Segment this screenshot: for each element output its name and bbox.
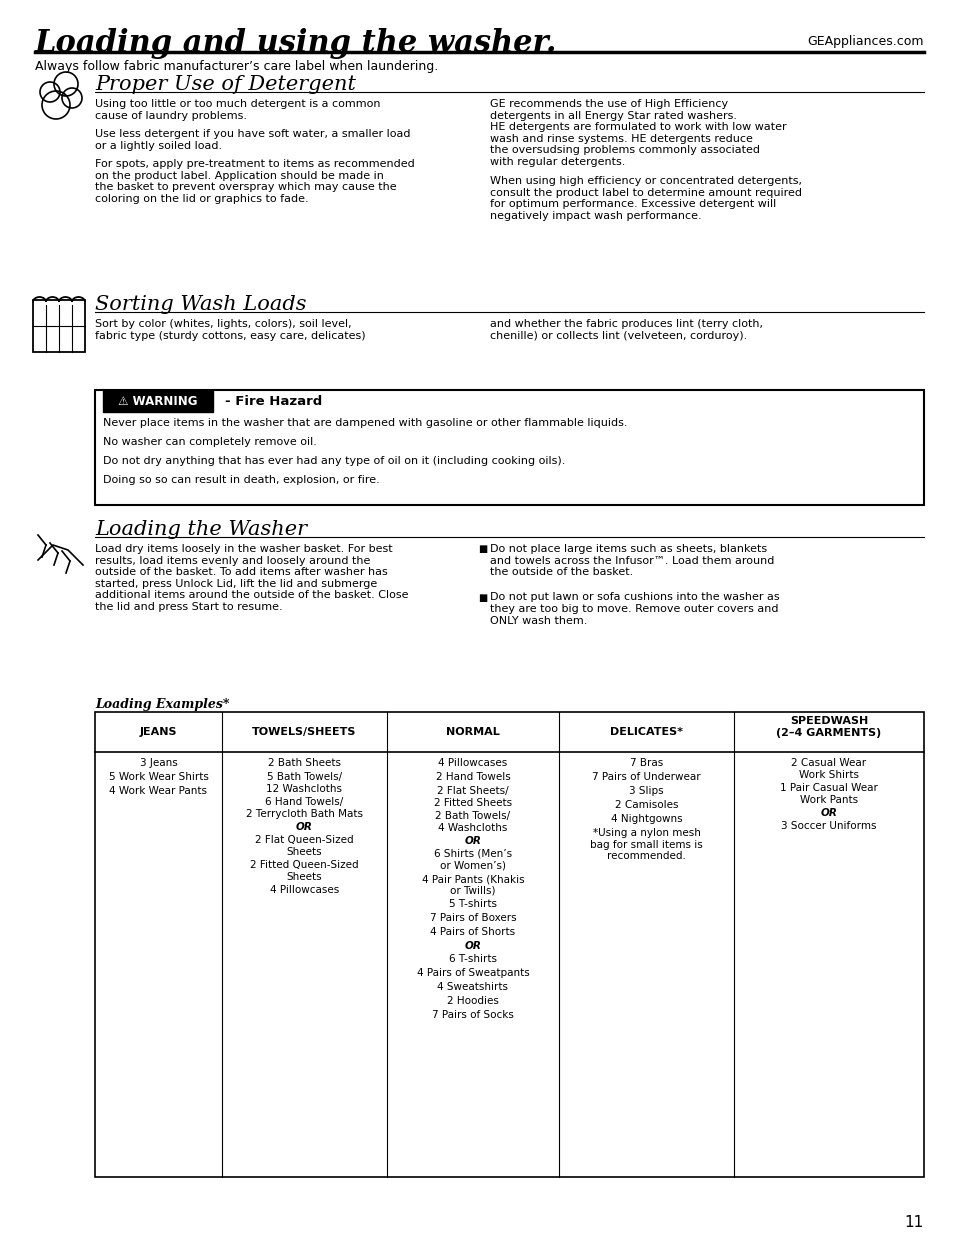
Text: OR: OR: [820, 808, 837, 818]
Text: Loading the Washer: Loading the Washer: [95, 520, 307, 538]
Bar: [95, 713, 923, 1177]
Text: 5 Bath Towels/
12 Washcloths: 5 Bath Towels/ 12 Washcloths: [266, 772, 342, 794]
Text: 7 Pairs of Socks: 7 Pairs of Socks: [432, 1010, 514, 1020]
Bar: [103, 390, 213, 412]
Text: 6 T-shirts: 6 T-shirts: [449, 953, 497, 965]
Text: Proper Use of Detergent: Proper Use of Detergent: [95, 75, 355, 94]
Text: 3 Slips: 3 Slips: [629, 785, 663, 797]
Text: 2 Bath Sheets: 2 Bath Sheets: [268, 758, 340, 768]
Text: 11: 11: [903, 1215, 923, 1230]
Text: 4 Sweatshirts: 4 Sweatshirts: [437, 982, 508, 992]
Text: 4 Nightgowns: 4 Nightgowns: [610, 814, 681, 824]
Text: 2 Casual Wear
Work Shirts: 2 Casual Wear Work Shirts: [791, 758, 865, 779]
Text: 4 Pairs of Shorts: 4 Pairs of Shorts: [430, 927, 515, 937]
Text: 2 Fitted Queen-Sized
Sheets: 2 Fitted Queen-Sized Sheets: [250, 860, 358, 882]
Text: Never place items in the washer that are dampened with gasoline or other flammab: Never place items in the washer that are…: [103, 417, 627, 429]
Text: 7 Pairs of Underwear: 7 Pairs of Underwear: [592, 772, 700, 782]
Text: 6 Shirts (Men’s
or Women’s): 6 Shirts (Men’s or Women’s): [434, 848, 512, 871]
Text: TOWELS/SHEETS: TOWELS/SHEETS: [252, 727, 356, 737]
Text: 2 Flat Queen-Sized
Sheets: 2 Flat Queen-Sized Sheets: [254, 835, 354, 857]
Text: ■: ■: [477, 593, 487, 603]
Bar: [95, 390, 923, 505]
Text: JEANS: JEANS: [139, 727, 177, 737]
Text: 4 Pillowcases: 4 Pillowcases: [270, 885, 338, 895]
Text: Do not place large items such as sheets, blankets
and towels across the Infusor™: Do not place large items such as sheets,…: [490, 543, 774, 577]
Text: 7 Bras: 7 Bras: [629, 758, 662, 768]
Text: 3 Soccer Uniforms: 3 Soccer Uniforms: [781, 821, 876, 831]
Text: SPEEDWASH
(2–4 GARMENTS): SPEEDWASH (2–4 GARMENTS): [776, 716, 881, 737]
Text: GE recommends the use of High Efficiency
detergents in all Energy Star rated was: GE recommends the use of High Efficiency…: [490, 99, 786, 167]
Text: Always follow fabric manufacturer’s care label when laundering.: Always follow fabric manufacturer’s care…: [35, 61, 437, 73]
Text: and whether the fabric produces lint (terry cloth,
chenille) or collects lint (v: and whether the fabric produces lint (te…: [490, 319, 762, 341]
Text: 5 Work Wear Shirts: 5 Work Wear Shirts: [109, 772, 208, 782]
Text: When using high efficiency or concentrated detergents,
consult the product label: When using high efficiency or concentrat…: [490, 177, 801, 221]
Text: 4 Pair Pants (Khakis
or Twills): 4 Pair Pants (Khakis or Twills): [421, 874, 524, 895]
Text: 4 Pillowcases: 4 Pillowcases: [438, 758, 507, 768]
Text: NORMAL: NORMAL: [446, 727, 499, 737]
Text: 2 Camisoles: 2 Camisoles: [614, 800, 678, 810]
Text: *Using a nylon mesh
bag for small items is
recommended.: *Using a nylon mesh bag for small items …: [590, 827, 702, 861]
Text: 4 Pairs of Sweatpants: 4 Pairs of Sweatpants: [416, 968, 529, 978]
Text: OR: OR: [464, 836, 481, 846]
Text: 7 Pairs of Boxers: 7 Pairs of Boxers: [429, 913, 516, 923]
Text: 2 Bath Towels/
4 Washcloths: 2 Bath Towels/ 4 Washcloths: [435, 811, 510, 832]
Text: Loading Examples*: Loading Examples*: [95, 698, 229, 711]
Text: Load dry items loosely in the washer basket. For best
results, load items evenly: Load dry items loosely in the washer bas…: [95, 543, 408, 613]
Text: GEAppliances.com: GEAppliances.com: [806, 35, 923, 48]
Text: 1 Pair Casual Wear
Work Pants: 1 Pair Casual Wear Work Pants: [780, 783, 877, 804]
Text: Do not put lawn or sofa cushions into the washer as
they are too big to move. Re: Do not put lawn or sofa cushions into th…: [490, 593, 779, 626]
Text: Sorting Wash Loads: Sorting Wash Loads: [95, 295, 306, 314]
Text: 2 Flat Sheets/
2 Fitted Sheets: 2 Flat Sheets/ 2 Fitted Sheets: [434, 785, 512, 808]
Bar: [33, 300, 85, 352]
Text: Using too little or too much detergent is a common
cause of laundry problems.: Using too little or too much detergent i…: [95, 99, 380, 121]
Text: 2 Hoodies: 2 Hoodies: [447, 995, 498, 1007]
Text: Use less detergent if you have soft water, a smaller load
or a lightly soiled lo: Use less detergent if you have soft wate…: [95, 128, 410, 151]
Text: Doing so so can result in death, explosion, or fire.: Doing so so can result in death, explosi…: [103, 475, 379, 485]
Text: 5 T-shirts: 5 T-shirts: [449, 899, 497, 909]
Text: OR: OR: [295, 823, 313, 832]
Text: Sort by color (whites, lights, colors), soil level,
fabric type (sturdy cottons,: Sort by color (whites, lights, colors), …: [95, 319, 365, 341]
Text: Loading and using the washer.: Loading and using the washer.: [35, 28, 557, 59]
Text: For spots, apply pre-treatment to items as recommended
on the product label. App: For spots, apply pre-treatment to items …: [95, 159, 415, 204]
Text: Do not dry anything that has ever had any type of oil on it (including cooking o: Do not dry anything that has ever had an…: [103, 456, 565, 466]
Text: OR: OR: [464, 941, 481, 951]
Text: 4 Work Wear Pants: 4 Work Wear Pants: [110, 785, 208, 797]
Text: 3 Jeans: 3 Jeans: [139, 758, 177, 768]
Text: 6 Hand Towels/
2 Terrycloth Bath Mats: 6 Hand Towels/ 2 Terrycloth Bath Mats: [246, 797, 363, 819]
Text: - Fire Hazard: - Fire Hazard: [225, 395, 322, 408]
Text: No washer can completely remove oil.: No washer can completely remove oil.: [103, 437, 316, 447]
Text: ■: ■: [477, 543, 487, 555]
Text: ⚠ WARNING: ⚠ WARNING: [118, 395, 197, 408]
Text: 2 Hand Towels: 2 Hand Towels: [436, 772, 510, 782]
Text: DELICATES*: DELICATES*: [609, 727, 682, 737]
